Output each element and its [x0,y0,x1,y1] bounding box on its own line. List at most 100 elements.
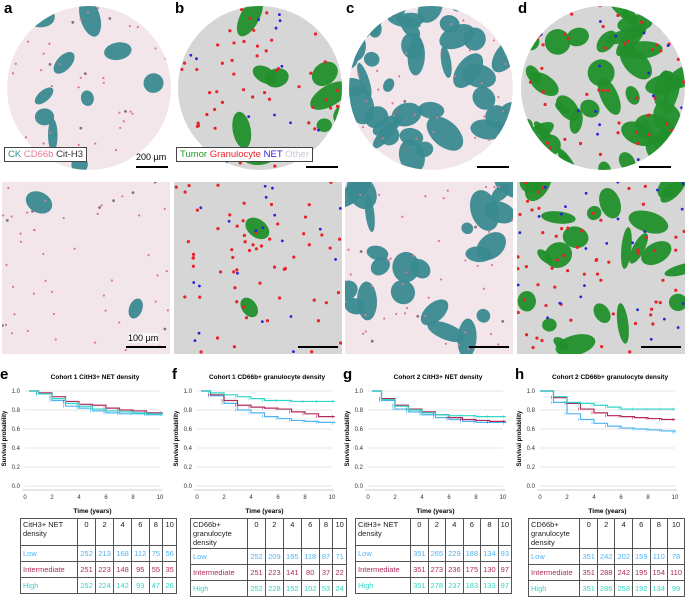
granulocyte [553,285,557,289]
y-tick-label: 0.8 [184,408,193,414]
granulocyte [401,215,404,218]
tumor-region [670,6,685,17]
scale-bar [306,166,338,168]
number-at-risk: 78 [667,548,685,565]
scale-label-bottom: 100 µm [128,333,159,343]
y-tick-label: 0.0 [355,484,364,490]
net-marker [98,206,101,209]
granulocyte [641,202,646,206]
granulocyte [128,25,131,28]
micrograph-c-tma-core [347,6,513,170]
net-marker [564,205,567,209]
granulocyte [273,164,277,168]
granulocyte [427,296,430,299]
class-legend: Tumor Granulocyte NET Other [176,147,313,162]
granulocyte [517,255,520,259]
granulocyte [601,24,605,29]
y-tick-label: 0.6 [12,427,21,433]
granulocyte [551,159,555,164]
granulocyte [603,46,607,50]
x-tick-label: 8 [303,495,307,501]
group-name: High [527,580,581,597]
legend-other: Other [285,149,309,160]
granulocyte [487,138,491,141]
number-at-risk: 110 [649,548,669,565]
granulocyte [347,41,349,43]
net-marker [637,6,641,9]
granulocyte [26,329,29,332]
granulocyte [582,272,586,276]
number-at-risk: 141 [282,564,302,581]
granulocyte [543,102,547,107]
tumor-region [383,78,395,92]
granulocyte [424,315,427,318]
time-header: 4 [445,518,464,546]
table-row: High 252 224 142 93 47 26 [20,577,177,594]
granulocyte [186,239,190,244]
granulocyte [611,312,615,316]
granulocyte [502,109,505,113]
granulocyte [650,48,654,52]
granulocyte [154,47,157,50]
number-at-risk: 351 [410,545,429,562]
net-marker [598,20,602,23]
granulocyte [569,318,573,322]
granulocyte [607,260,611,264]
granulocyte [468,49,472,52]
x-tick-label: 4 [77,495,81,501]
tumor-region [620,227,632,269]
panel-label-g: g [343,366,353,383]
granulocyte [347,37,349,39]
granulocyte [174,185,178,189]
y-axis-label: Survival probability [2,410,8,466]
number-at-risk: 134 [480,545,499,562]
survival-curve-high [372,390,506,418]
number-at-risk: 251 [247,564,266,581]
net-marker [643,230,647,234]
granulocyte [119,126,122,129]
granulocyte [361,126,365,129]
net-marker [560,212,563,216]
tumor-region [457,318,477,354]
number-at-risk: 236 [445,561,464,578]
granulocyte [530,208,534,212]
tumor-region [310,81,342,110]
net-marker [31,4,34,6]
tumor-region [598,161,611,170]
granulocyte [19,240,22,243]
table-header-label: CD66b+ granulocyte density [527,518,581,549]
x-tick-label: 4 [420,495,424,501]
granulocyte [235,268,239,272]
net-marker [318,227,322,231]
granulocyte [62,216,65,220]
group-name: Intermediate [527,564,581,581]
granulocyte [336,291,341,295]
tumor-region [357,62,372,98]
granulocyte [216,183,220,187]
granulocyte [675,27,679,31]
group-name: Low [354,545,412,562]
granulocyte [658,301,662,305]
granulocyte [530,20,534,25]
granulocyte [79,18,82,21]
tumor-region [80,90,94,107]
number-at-risk: 80 [300,564,320,581]
net-marker [474,225,477,229]
granulocyte [643,184,647,188]
granulocyte [317,7,321,11]
tumor-region [664,262,685,277]
granulocyte [370,284,373,288]
y-tick-label: 1.0 [527,389,536,395]
tumor-region [363,51,380,67]
granulocyte [575,245,580,249]
granulocyte [42,252,45,256]
number-at-risk: 209 [264,548,284,565]
table-header-row: CitH3+ NET density 0 2 4 6 8 10 [354,518,513,546]
granulocyte [147,253,150,257]
granulocyte [580,229,584,233]
net-marker [197,331,201,335]
granulocyte [444,342,447,345]
granulocyte [389,257,392,260]
granulocyte [665,24,669,28]
number-at-risk: 95 [131,561,150,578]
